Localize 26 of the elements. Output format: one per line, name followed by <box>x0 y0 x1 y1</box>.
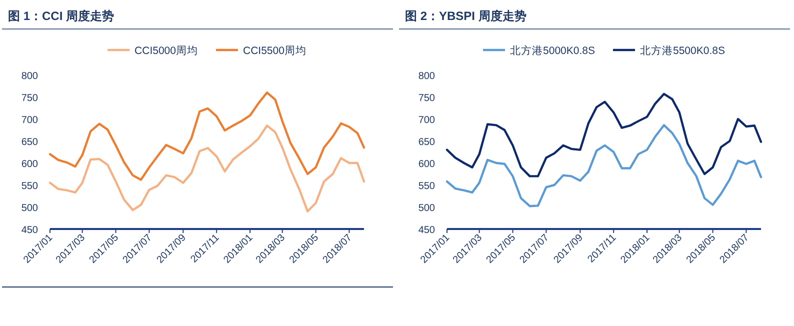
chart-title: 图 1：CCI 周度走势 <box>8 9 114 23</box>
y-tick-label: 750 <box>21 93 38 104</box>
y-tick-label: 650 <box>418 137 436 148</box>
y-tick-label: 800 <box>21 71 38 82</box>
y-tick-label: 550 <box>21 181 38 192</box>
y-tick-label: 500 <box>21 203 38 214</box>
line-series <box>446 124 762 208</box>
line-series <box>48 92 366 181</box>
legend-label: 北方港5000K0.8S <box>510 44 595 57</box>
y-tick-label: 450 <box>21 225 38 236</box>
chart-title: 图 2：YBSPI 周度走势 <box>405 9 526 23</box>
y-tick-label: 650 <box>21 137 38 148</box>
y-tick-label: 700 <box>418 115 436 126</box>
y-tick-label: 450 <box>418 225 436 236</box>
y-tick-label: 500 <box>418 203 436 214</box>
legend-label: CCI5000周均 <box>134 45 198 57</box>
y-tick-label: 750 <box>418 93 436 104</box>
y-tick-label: 600 <box>418 159 436 170</box>
y-tick-label: 550 <box>418 181 436 192</box>
legend-label: CCI5500周均 <box>243 45 306 57</box>
line-series <box>446 92 762 178</box>
y-tick-label: 700 <box>21 115 38 126</box>
legend-label: 北方港5500K0.8S <box>640 44 725 57</box>
y-tick-label: 600 <box>21 159 38 170</box>
y-tick-label: 800 <box>418 71 436 82</box>
line-series <box>48 124 366 212</box>
